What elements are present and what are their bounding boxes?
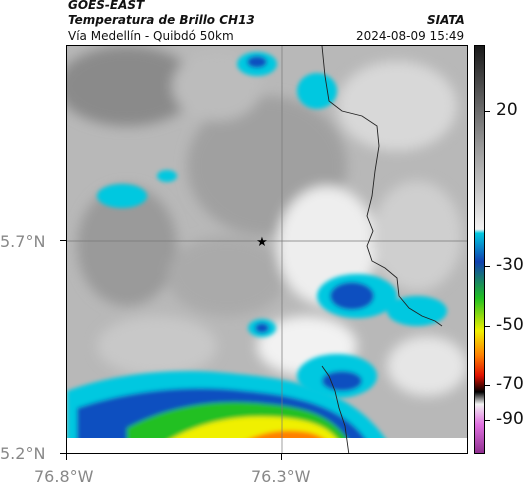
lat-tick — [60, 453, 66, 454]
station-star-icon: ★ — [256, 235, 268, 250]
colorbar-tick — [484, 266, 490, 267]
brightness-temperature-field: ★ — [67, 46, 467, 453]
satellite-map: ★ — [66, 45, 468, 454]
colorbar-label: -70 — [496, 374, 524, 394]
river-line — [321, 365, 350, 453]
lat-label-5-2: 5.2°N — [0, 444, 46, 463]
lon-tick — [66, 454, 67, 460]
colorbar-tick — [484, 111, 490, 112]
colorbar-label: -30 — [496, 255, 524, 275]
lon-label-76-3: 76.3°W — [251, 467, 311, 486]
org-label: SIATA — [427, 13, 465, 27]
colorbar-tick — [484, 385, 490, 386]
satellite-title: GOES-EAST — [68, 0, 145, 12]
colorbar-label: -50 — [496, 315, 524, 335]
timestamp: 2024-08-09 15:49 — [356, 29, 465, 43]
colorbar-label: 20 — [496, 100, 518, 120]
lat-label-5-7: 5.7°N — [0, 232, 46, 251]
region-subtitle: Vía Medellín - Quibdó 50km — [68, 29, 234, 43]
product-title: Temperatura de Brillo CH13 — [68, 13, 255, 27]
colorbar-tick — [484, 326, 490, 327]
colorbar-tick — [484, 420, 490, 421]
colorbar — [474, 45, 485, 454]
lon-tick — [281, 454, 282, 460]
border-line — [321, 46, 443, 327]
colorbar-label: -90 — [496, 409, 524, 429]
lat-tick — [60, 240, 66, 241]
lon-label-76-8: 76.8°W — [34, 467, 94, 486]
